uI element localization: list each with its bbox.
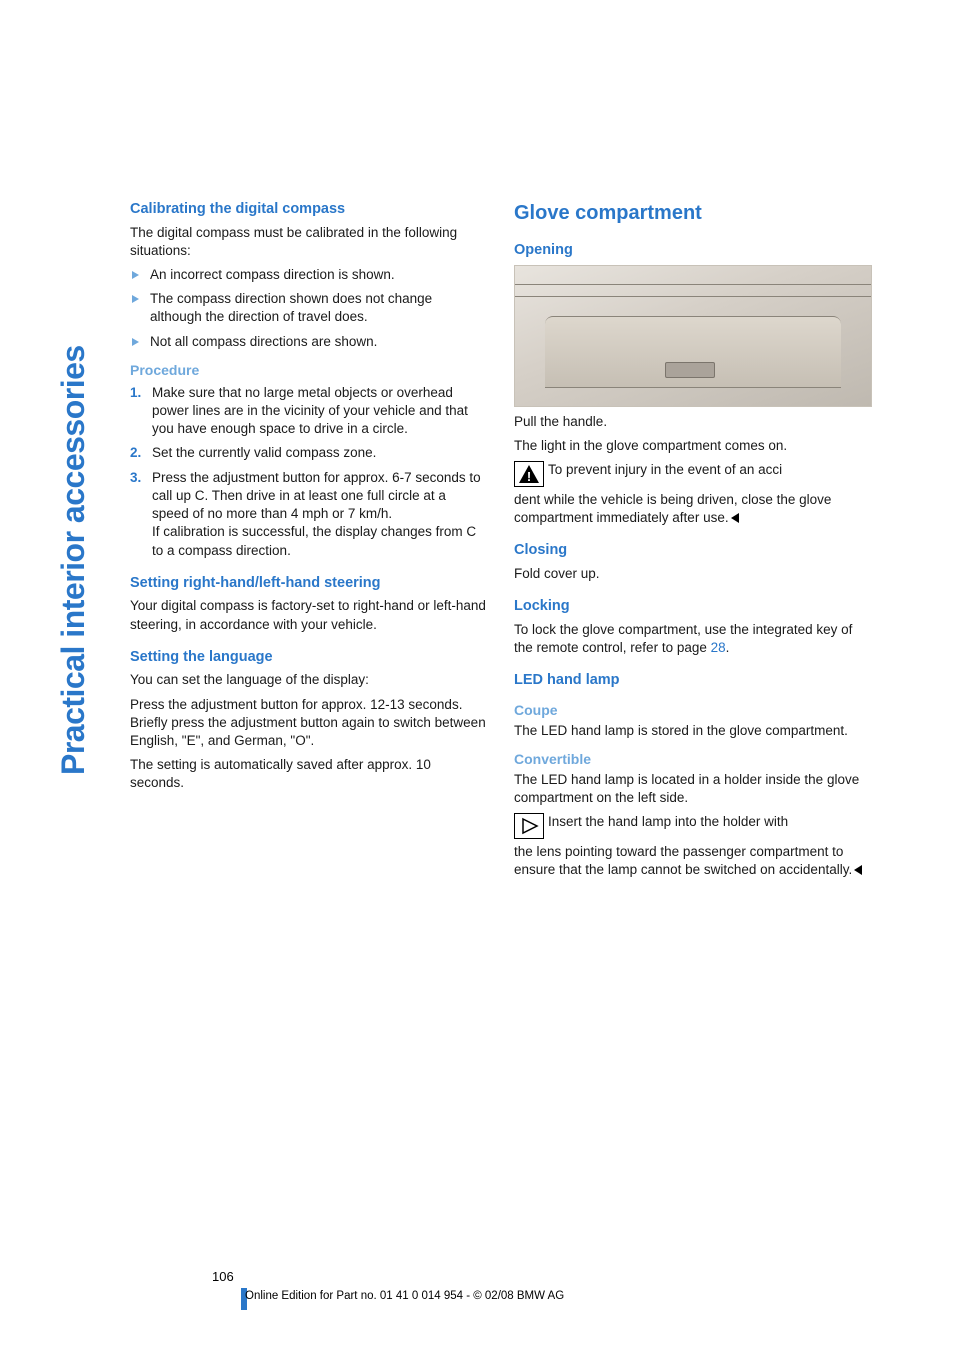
heading-closing: Closing [514, 541, 870, 561]
para: The digital compass must be calibrated i… [130, 224, 486, 260]
numbered-item: Press the adjustment button for approx. … [130, 469, 486, 560]
heading-calibrating: Calibrating the digital compass [130, 200, 486, 220]
para: The LED hand lamp is located in a holder… [514, 771, 870, 807]
bullet-item: An incorrect compass direction is shown. [130, 266, 486, 284]
bullet-item: The compass direction shown does not cha… [130, 290, 486, 326]
end-mark-icon [854, 865, 862, 875]
para: Pull the handle. [514, 413, 870, 431]
bullet-list: An incorrect compass direction is shown.… [130, 266, 486, 351]
heading-language: Setting the language [130, 648, 486, 668]
end-mark-icon [731, 513, 739, 523]
bullet-item: Not all compass directions are shown. [130, 333, 486, 351]
page-number: 106 [212, 1269, 234, 1284]
left-column: Calibrating the digital compass The digi… [130, 200, 486, 886]
heading-steering: Setting right-hand/left-hand steering [130, 574, 486, 594]
para: Press the adjustment button for approx. … [130, 696, 486, 751]
heading-coupe: Coupe [514, 701, 870, 720]
tip-text-lead: Insert the hand lamp into the holder wit… [548, 813, 870, 831]
numbered-item: Make sure that no large metal objects or… [130, 384, 486, 439]
heading-locking: Locking [514, 597, 870, 617]
warning-icon: ! [514, 461, 544, 487]
tip-text-rest: the lens pointing toward the passenger c… [514, 843, 870, 879]
numbered-item: Set the currently valid compass zone. [130, 444, 486, 462]
para: You can set the language of the display: [130, 671, 486, 689]
para: The setting is automatically saved after… [130, 756, 486, 792]
tip-note: Insert the hand lamp into the holder wit… [514, 813, 870, 839]
numbered-list: Make sure that no large metal objects or… [130, 384, 486, 560]
heading-convertible: Convertible [514, 750, 870, 769]
heading-procedure: Procedure [130, 361, 486, 380]
section-tab: Practical interior accessories [55, 345, 92, 775]
page: Practical interior accessories Calibrati… [0, 0, 954, 1350]
svg-text:!: ! [527, 469, 531, 484]
para: The LED hand lamp is stored in the glove… [514, 722, 870, 740]
page-ref-link[interactable]: 28 [711, 640, 726, 655]
para: To lock the glove compartment, use the i… [514, 621, 870, 657]
warning-text-lead: To prevent injury in the event of an acc… [548, 461, 870, 479]
heading-glove: Glove compartment [514, 200, 870, 227]
warning-text-rest: dent while the vehicle is being driven, … [514, 491, 870, 527]
right-column: Glove compartment Opening Pull the handl… [514, 200, 870, 886]
para: The light in the glove compartment comes… [514, 437, 870, 455]
footer-text: Online Edition for Part no. 01 41 0 014 … [245, 1290, 564, 1302]
heading-led: LED hand lamp [514, 671, 870, 691]
para: Your digital compass is factory-set to r… [130, 597, 486, 633]
content-columns: Calibrating the digital compass The digi… [130, 200, 904, 886]
warning-note: ! To prevent injury in the event of an a… [514, 461, 870, 487]
tip-icon [514, 813, 544, 839]
para: Fold cover up. [514, 565, 870, 583]
heading-opening: Opening [514, 241, 870, 261]
glove-figure [514, 265, 872, 407]
